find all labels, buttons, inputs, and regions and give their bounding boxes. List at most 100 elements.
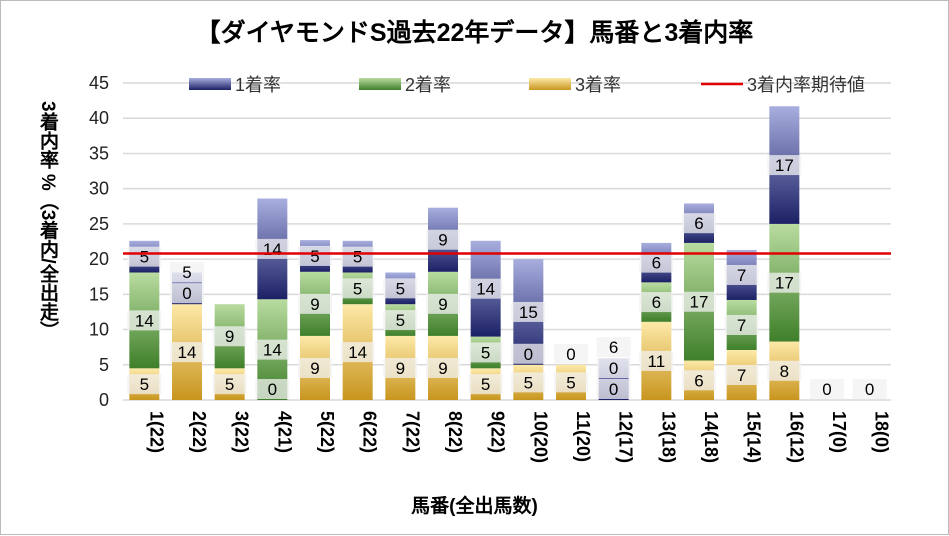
data-label: 9: [438, 231, 447, 250]
data-label-bg: [340, 342, 375, 363]
data-label: 11: [648, 352, 666, 371]
x-tick-label: 1(22): [146, 411, 166, 453]
data-label-bg: [682, 213, 716, 234]
data-label-bg: [298, 357, 332, 378]
x-tick-label: 5(22): [317, 411, 337, 453]
data-label: 14: [348, 343, 367, 362]
x-tick-label: 15(14): [744, 411, 764, 463]
x-axis-label: 馬番(全出馬数): [411, 496, 538, 517]
data-label-bg: [127, 246, 162, 267]
data-label-bg: [255, 379, 290, 399]
y-tick-label: 40: [89, 108, 109, 128]
x-tick-label: 4(21): [274, 411, 294, 453]
data-label: 0: [822, 380, 831, 399]
y-tick-label: 45: [89, 73, 109, 93]
y-tick-label: 15: [89, 284, 109, 304]
y-axis-label: 3着内率 %（3着内/全出走）: [37, 101, 58, 340]
data-label: 5: [481, 375, 490, 394]
data-label: 15: [519, 303, 538, 322]
data-label: 0: [566, 345, 575, 364]
data-label: 5: [524, 373, 533, 392]
data-label: 17: [775, 274, 794, 293]
data-label: 5: [353, 248, 362, 267]
data-label: 6: [694, 214, 703, 233]
data-label: 0: [182, 284, 191, 303]
data-label: 5: [140, 248, 149, 267]
y-tick-label: 0: [99, 390, 109, 410]
data-label-bg: [810, 379, 844, 399]
x-tick-label: 9(22): [488, 411, 508, 453]
x-tick-label: 10(20): [530, 411, 550, 463]
data-label-bg: [468, 342, 503, 363]
x-tick-label: 6(22): [360, 411, 380, 453]
legend-label: 3着率: [575, 75, 621, 95]
y-tick-label: 5: [99, 355, 109, 375]
data-label: 7: [737, 266, 746, 285]
legend-label: 2着率: [405, 75, 451, 95]
data-label: 9: [438, 295, 447, 314]
data-label-bg: [596, 337, 631, 357]
data-label-bg: [767, 155, 802, 176]
data-label: 5: [396, 279, 405, 298]
legend-label: 3着内率期待値: [747, 75, 865, 95]
x-tick-label: 14(18): [701, 411, 721, 463]
data-label: 6: [609, 338, 618, 357]
data-label-bg: [340, 278, 375, 299]
chart-title: 【ダイヤモンドS過去22年データ】馬番と3着内率: [195, 19, 754, 47]
x-tick-label: 7(22): [402, 411, 422, 453]
data-label-bg: [426, 293, 460, 314]
data-label-bg: [383, 310, 418, 331]
data-label-bg: [340, 246, 375, 267]
data-label-bg: [639, 350, 674, 371]
data-label-bg: [426, 229, 460, 250]
data-label: 0: [865, 380, 874, 399]
data-label: 6: [652, 254, 661, 273]
data-label-bg: [170, 342, 204, 363]
data-label-bg: [298, 293, 332, 314]
data-label-bg: [170, 283, 204, 304]
data-label: 14: [263, 240, 282, 259]
x-tick-label: 2(22): [189, 411, 209, 453]
data-label: 0: [524, 345, 533, 364]
data-label: 5: [140, 375, 149, 394]
data-label-bg: [767, 272, 802, 293]
data-label-bg: [596, 358, 631, 378]
data-label-bg: [767, 360, 802, 381]
y-tick-label: 20: [89, 249, 109, 269]
data-label-bg: [383, 357, 418, 378]
data-label-bg: [639, 252, 674, 273]
data-label: 6: [694, 371, 703, 390]
data-label: 5: [182, 263, 191, 282]
data-label-bg: [298, 245, 332, 266]
data-label: 5: [353, 279, 362, 298]
legend-swatch: [359, 78, 401, 90]
x-tick-label: 3(22): [232, 411, 252, 453]
data-label-bg: [468, 278, 503, 299]
y-tick-label: 10: [89, 320, 109, 340]
x-tick-label: 18(0): [872, 411, 892, 453]
x-tick-label: 17(0): [829, 411, 849, 453]
data-label: 5: [481, 343, 490, 362]
data-label-bg: [127, 310, 162, 331]
y-tick-label: 35: [89, 143, 109, 163]
data-label: 0: [609, 380, 618, 399]
x-tick-label: 16(12): [786, 411, 806, 463]
data-label-bg: [511, 301, 546, 322]
data-label-bg: [724, 364, 759, 385]
data-label: 7: [737, 316, 746, 335]
data-label: 17: [690, 293, 709, 312]
data-label: 6: [652, 293, 661, 312]
data-label-bg: [682, 291, 716, 312]
data-label: 9: [310, 359, 319, 378]
data-label: 0: [609, 359, 618, 378]
data-label-bg: [554, 372, 588, 393]
x-tick-label: 8(22): [445, 411, 465, 453]
data-label-bg: [127, 374, 162, 395]
data-label: 14: [178, 343, 197, 362]
data-label-bg: [596, 379, 631, 399]
data-label-bg: [383, 278, 418, 299]
y-tick-label: 30: [89, 179, 109, 199]
data-label-bg: [511, 372, 546, 393]
